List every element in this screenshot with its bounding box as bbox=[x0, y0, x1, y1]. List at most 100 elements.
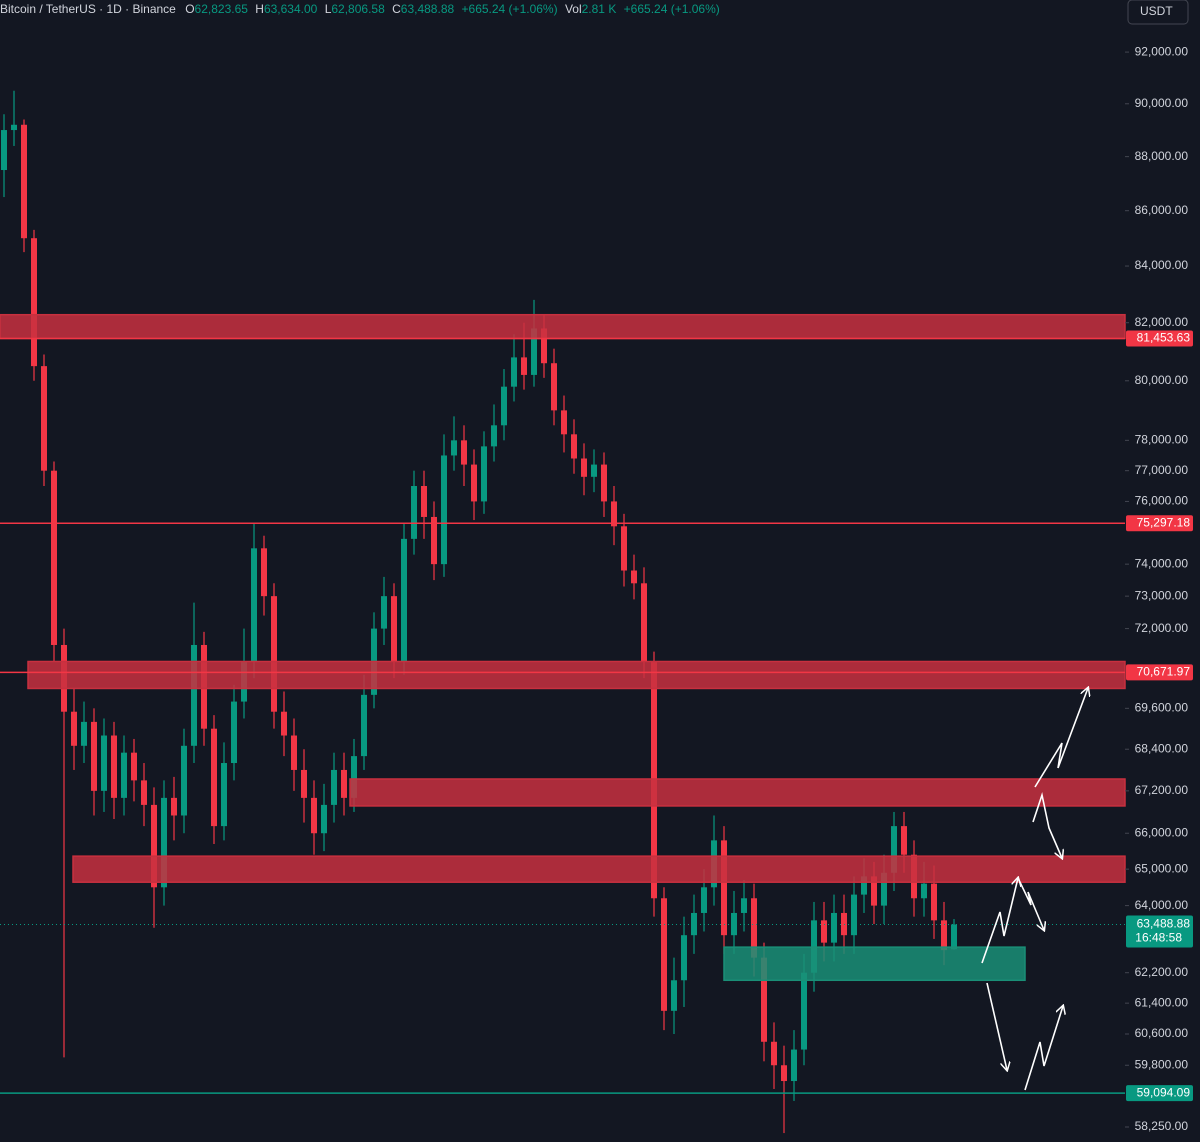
candle-body bbox=[51, 470, 57, 645]
candle-body bbox=[91, 721, 97, 791]
currency[interactable]: USDT bbox=[1140, 4, 1173, 18]
candle-body bbox=[501, 386, 507, 426]
arrow bbox=[981, 878, 1018, 964]
y-tick-label: 66,000.00 bbox=[1135, 825, 1189, 839]
candle-body bbox=[761, 957, 767, 1042]
zone bbox=[0, 313, 1126, 340]
y-tick-label: 90,000.00 bbox=[1135, 96, 1189, 110]
candle-body bbox=[211, 728, 217, 827]
y-tick-label: 82,000.00 bbox=[1135, 315, 1189, 329]
zone bbox=[349, 778, 1126, 807]
candle-body bbox=[301, 769, 307, 798]
y-tick-label: 69,600.00 bbox=[1135, 700, 1189, 714]
candle-body bbox=[931, 883, 937, 921]
price-axis: 92,000.00 90,000.00 88,000.00 86,000.00 84,0… bbox=[1125, 44, 1193, 1133]
arrow bbox=[1034, 688, 1088, 788]
candle-body bbox=[511, 357, 517, 387]
y-tick-label: 58,250.00 bbox=[1135, 1119, 1189, 1133]
candle-body bbox=[821, 920, 827, 943]
candle-body bbox=[871, 876, 877, 906]
candle-body bbox=[311, 797, 317, 834]
last-price-tag bbox=[1126, 915, 1193, 948]
candle-body bbox=[611, 501, 617, 527]
candle-body bbox=[881, 872, 887, 906]
ohlc-value: 62,806.58 bbox=[331, 2, 385, 16]
candle-body bbox=[671, 980, 677, 1011]
drawing-arrows bbox=[981, 688, 1088, 1091]
candle-body bbox=[361, 694, 367, 757]
ohlc-value: 62,823.65 bbox=[195, 2, 249, 16]
currency-button[interactable] bbox=[1127, 0, 1189, 25]
candle-body bbox=[691, 912, 697, 936]
candle-body bbox=[261, 548, 267, 597]
candle-body bbox=[831, 912, 837, 943]
countdown: 16:48:58 bbox=[1135, 931, 1182, 945]
candle-body bbox=[1, 130, 7, 171]
candle-body bbox=[461, 440, 467, 465]
candle-body bbox=[471, 464, 477, 502]
candle-body bbox=[421, 486, 427, 517]
chart-header: Bitcoin / TetherUS · 1D · Binance O62,82… bbox=[0, 2, 720, 16]
candle-body bbox=[751, 898, 757, 958]
zone bbox=[723, 946, 1026, 982]
ohlc-key: C bbox=[392, 2, 401, 16]
level-tag bbox=[1126, 330, 1193, 347]
plot-area bbox=[0, 90, 1126, 1134]
candle-body bbox=[771, 1041, 777, 1066]
candle-body bbox=[901, 826, 907, 855]
vol-value: 2.81 K bbox=[582, 2, 617, 16]
candle-body bbox=[601, 464, 607, 502]
candle-body bbox=[571, 434, 577, 459]
candle-body bbox=[281, 711, 287, 736]
arrow bbox=[1032, 791, 1062, 858]
candle-body bbox=[581, 458, 587, 477]
candle-body bbox=[431, 516, 437, 565]
ohlc-key: O bbox=[185, 2, 194, 16]
last-price-label: 63,488.88 bbox=[1137, 917, 1191, 931]
level-label: 81,453.63 bbox=[1137, 331, 1191, 345]
candle-body bbox=[131, 752, 137, 781]
y-tick-label: 80,000.00 bbox=[1135, 373, 1189, 387]
candle-body bbox=[221, 763, 227, 827]
candle-body bbox=[381, 596, 387, 629]
level-label: 75,297.18 bbox=[1137, 515, 1191, 529]
y-tick-label: 76,000.00 bbox=[1135, 494, 1189, 508]
candle-body bbox=[921, 883, 927, 899]
candle-body bbox=[21, 124, 27, 239]
y-tick-label: 60,600.00 bbox=[1135, 1026, 1189, 1040]
candle-body bbox=[231, 701, 237, 764]
candle-body bbox=[271, 596, 277, 712]
ohlc-value: 63,634.00 bbox=[264, 2, 318, 16]
candle-body bbox=[31, 238, 37, 367]
candle-body bbox=[321, 804, 327, 834]
candle-body bbox=[71, 711, 77, 746]
y-tick-label: 65,000.00 bbox=[1135, 861, 1189, 875]
candle-body bbox=[141, 780, 147, 805]
change: +665.24 (+1.06%) bbox=[462, 2, 558, 16]
candle-body bbox=[101, 735, 107, 791]
candle-body bbox=[331, 769, 337, 805]
candle-body bbox=[11, 124, 17, 131]
candle-body bbox=[81, 721, 87, 746]
candle-body bbox=[391, 596, 397, 662]
candle-body bbox=[291, 735, 297, 770]
arrow bbox=[1024, 1006, 1063, 1091]
candle-body bbox=[521, 357, 527, 375]
candle-body bbox=[341, 769, 347, 798]
candle-body bbox=[631, 570, 637, 584]
candle-body bbox=[741, 898, 747, 913]
candle-body bbox=[111, 735, 117, 798]
candle-body bbox=[151, 804, 157, 888]
candle-body bbox=[561, 410, 567, 435]
candle-body bbox=[941, 920, 947, 951]
candle-body bbox=[161, 797, 167, 888]
candle-body bbox=[681, 935, 687, 981]
vol-key: Vol bbox=[565, 2, 582, 16]
level-label: 70,671.97 bbox=[1137, 665, 1191, 679]
candle-body bbox=[491, 425, 497, 447]
y-tick-label: 72,000.00 bbox=[1135, 621, 1189, 635]
zone bbox=[27, 660, 1126, 690]
candle-body bbox=[351, 756, 357, 798]
candle-body bbox=[851, 894, 857, 936]
